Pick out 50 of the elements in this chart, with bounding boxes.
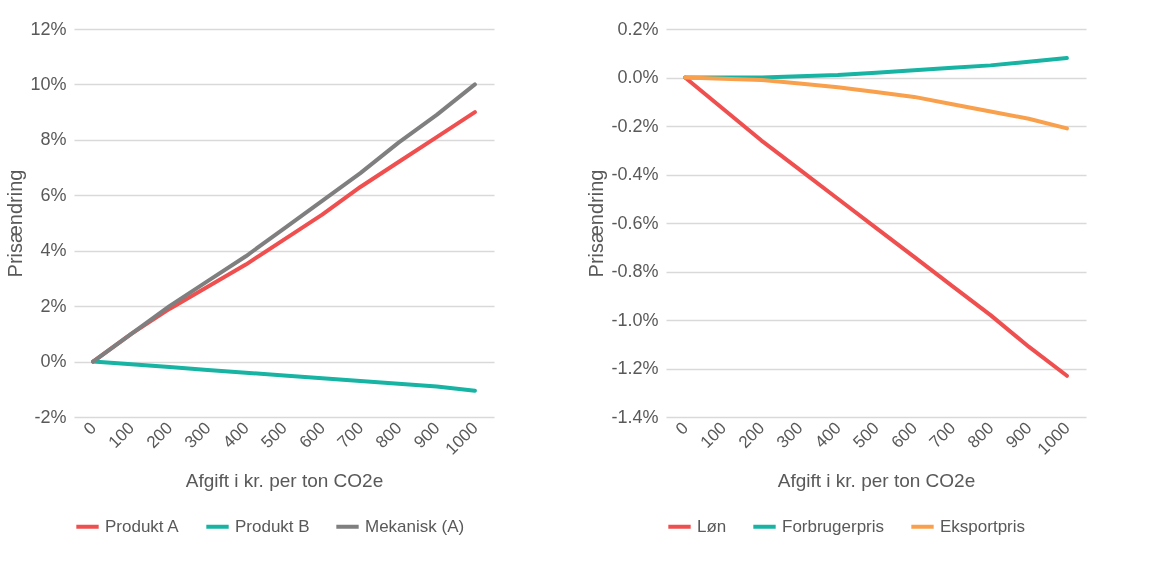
y-tick-label: -0.8% (611, 261, 659, 281)
x-tick-label: 600 (887, 418, 922, 452)
y-tick-label: -1.0% (611, 309, 659, 330)
y-tick-label: -0.6% (611, 212, 659, 233)
x-axis-title: Afgift i kr. per ton CO2e (185, 469, 384, 491)
y-tick-label: 8% (40, 129, 67, 150)
x-tick-label: 400 (219, 418, 253, 452)
line-series (683, 75, 1069, 378)
line-series (91, 359, 477, 393)
x-tick-label: 200 (142, 418, 177, 452)
x-tick-label: 300 (773, 418, 807, 452)
x-tick-label: 700 (925, 418, 960, 452)
x-axis-title: Afgift i kr. per ton CO2e (777, 469, 976, 491)
legend-label: Produkt A (105, 516, 180, 536)
x-tick-label: 400 (811, 418, 845, 452)
y-tick-label: 6% (40, 184, 67, 205)
x-tick-label: 900 (410, 418, 444, 452)
y-tick-label: 0.2% (617, 18, 659, 39)
legend-label: Eksportpris (940, 516, 1026, 536)
y-tick-label: 0% (40, 351, 67, 372)
x-tick-label: 100 (696, 418, 731, 452)
y-tick-label: -2% (34, 406, 67, 427)
y-axis-title: Prisændring (4, 169, 27, 278)
legend-label: Mekanisk (A) (365, 516, 465, 536)
legend-label: Løn (697, 516, 727, 536)
x-tick-label: 500 (257, 418, 291, 452)
legend-label: Produkt B (235, 516, 310, 536)
x-tick-label: 0 (79, 418, 100, 439)
y-tick-label: 10% (30, 73, 67, 94)
x-tick-label: 0 (671, 418, 692, 439)
x-tick-label: 700 (333, 418, 368, 452)
x-tick-label: 800 (371, 418, 406, 452)
x-tick-label: 500 (849, 418, 883, 452)
x-tick-label: 800 (963, 418, 998, 452)
line-series (683, 75, 1069, 131)
y-tick-label: -0.2% (611, 115, 659, 136)
legend-label: Forbrugerpris (782, 516, 885, 536)
y-tick-label: 4% (40, 240, 67, 261)
x-tick-label: 200 (734, 418, 769, 452)
y-tick-label: -0.4% (611, 164, 659, 184)
y-tick-label: 2% (40, 295, 67, 316)
x-tick-label: 100 (104, 418, 139, 452)
x-tick-label: 900 (1002, 418, 1036, 452)
y-tick-label: 12% (30, 18, 67, 39)
y-tick-label: 0.0% (617, 67, 659, 87)
y-axis-title: Prisændring (585, 169, 608, 278)
x-tick-label: 600 (295, 418, 330, 452)
y-tick-label: -1.2% (611, 358, 659, 378)
y-tick-label: -1.4% (611, 406, 659, 427)
x-tick-label: 300 (181, 418, 215, 452)
